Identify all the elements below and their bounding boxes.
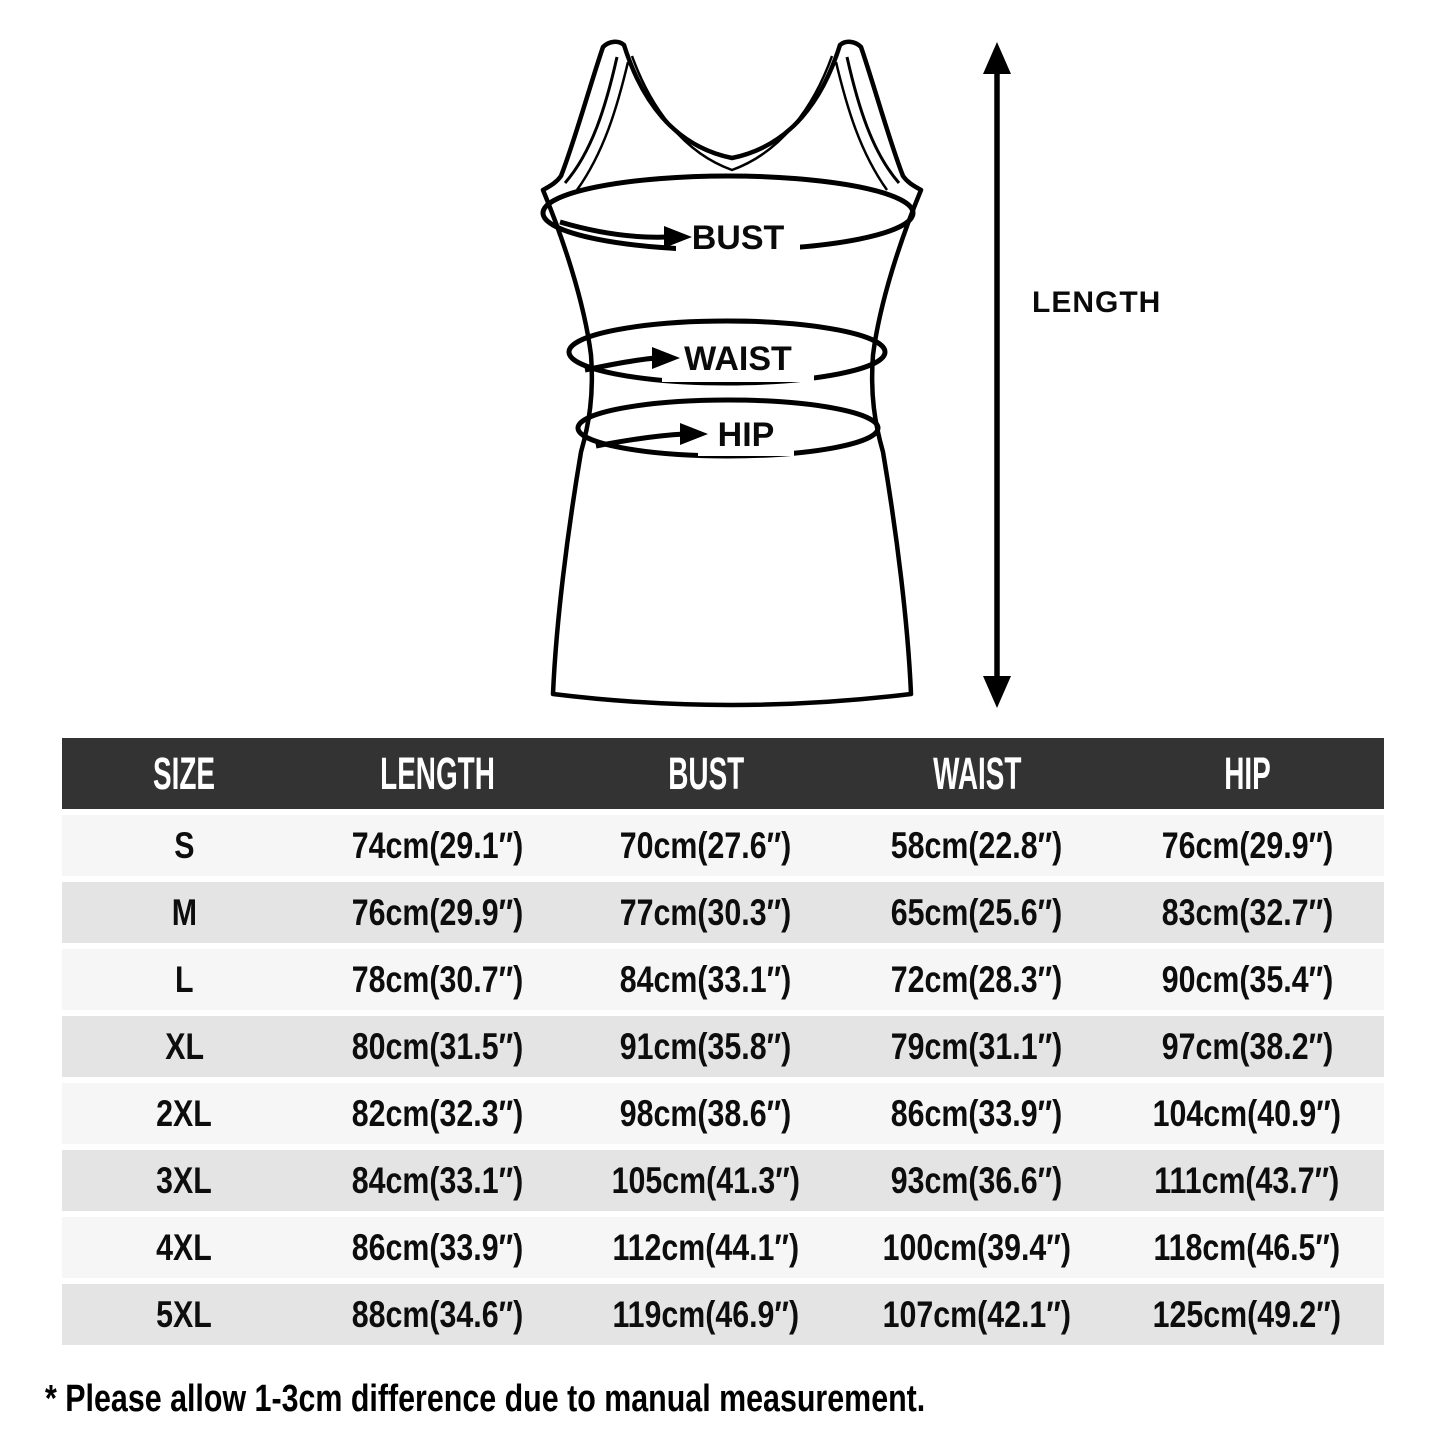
- waist-cell: 100cm(39.4″): [843, 1214, 1111, 1284]
- hip-arrow-line: [595, 431, 685, 449]
- waist-label: WAIST: [684, 340, 792, 378]
- waist-cell: 79cm(31.1″): [843, 1013, 1111, 1083]
- length-cell: 74cm(29.1″): [306, 812, 569, 882]
- bust-cell: 84cm(33.1″): [568, 946, 844, 1016]
- waist-cell: 86cm(33.9″): [843, 1080, 1111, 1150]
- waist-cell: 58cm(22.8″): [843, 812, 1111, 882]
- col-header-bust: BUST: [568, 738, 844, 815]
- length-cell: 88cm(34.6″): [306, 1281, 569, 1351]
- left-armhole-trim: [575, 61, 630, 191]
- garment-measurement-diagram: BUST WAIST HIP LENGTH: [540, 39, 1161, 708]
- hip-cell: 111cm(43.7″): [1110, 1147, 1384, 1217]
- bust-cell: 119cm(46.9″): [568, 1281, 844, 1351]
- size-cell: 5XL: [62, 1281, 307, 1351]
- length-cell: 82cm(32.3″): [306, 1080, 569, 1150]
- bust-cell: 77cm(30.3″): [568, 879, 844, 949]
- col-header-hip: HIP: [1110, 738, 1384, 815]
- col-header-waist: WAIST: [843, 738, 1111, 815]
- hip-cell: 83cm(32.7″): [1110, 879, 1384, 949]
- col-header-size: SIZE: [62, 738, 307, 815]
- bust-cell: 70cm(27.6″): [568, 812, 844, 882]
- hip-label-backdrop: [698, 408, 794, 456]
- bust-cell: 98cm(38.6″): [568, 1080, 844, 1150]
- size-cell: 2XL: [62, 1080, 307, 1150]
- size-cell: M: [62, 879, 307, 949]
- bust-cell: 105cm(41.3″): [568, 1147, 844, 1217]
- size-cell: 4XL: [62, 1214, 307, 1284]
- bust-label: BUST: [692, 219, 785, 257]
- waist-label-backdrop: [662, 330, 814, 382]
- header-row: SIZE LENGTH BUST WAIST HIP: [62, 738, 1384, 815]
- bust-cell: 91cm(35.8″): [568, 1013, 844, 1083]
- hip-cell: 97cm(38.2″): [1110, 1013, 1384, 1083]
- waist-measure-ellipse: [566, 318, 888, 386]
- right-armhole-trim: [834, 61, 889, 191]
- size-cell: XL: [62, 1013, 307, 1083]
- size-chart-table: SIZE LENGTH BUST WAIST HIP S 74cm(29.1″)…: [62, 738, 1384, 1351]
- table-row-s: S 74cm(29.1″) 70cm(27.6″) 58cm(22.8″) 76…: [62, 812, 1384, 882]
- length-cell: 86cm(33.9″): [306, 1214, 569, 1284]
- hip-cell: 118cm(46.5″): [1110, 1214, 1384, 1284]
- waist-cell: 93cm(36.6″): [843, 1147, 1111, 1217]
- table-row-5xl: 5XL 88cm(34.6″) 119cm(46.9″) 107cm(42.1″…: [62, 1281, 1384, 1351]
- hip-cell: 90cm(35.4″): [1110, 946, 1384, 1016]
- right-armhole-line: [845, 56, 901, 184]
- hip-cell: 125cm(49.2″): [1110, 1281, 1384, 1351]
- size-cell: 3XL: [62, 1147, 307, 1217]
- table-row-3xl: 3XL 84cm(33.1″) 105cm(41.3″) 93cm(36.6″)…: [62, 1147, 1384, 1217]
- bust-cell: 112cm(44.1″): [568, 1214, 844, 1284]
- size-cell: L: [62, 946, 307, 1016]
- table-row-2xl: 2XL 82cm(32.3″) 98cm(38.6″) 86cm(33.9″) …: [62, 1080, 1384, 1150]
- length-cell: 80cm(31.5″): [306, 1013, 569, 1083]
- footnote: * Please allow 1-3cm difference due to m…: [45, 1378, 1145, 1421]
- table-row-4xl: 4XL 86cm(33.9″) 112cm(44.1″) 100cm(39.4″…: [62, 1214, 1384, 1284]
- length-cell: 76cm(29.9″): [306, 879, 569, 949]
- waist-cell: 65cm(25.6″): [843, 879, 1111, 949]
- col-header-length: LENGTH: [306, 738, 569, 815]
- table-row-m: M 76cm(29.9″) 77cm(30.3″) 65cm(25.6″) 83…: [62, 879, 1384, 949]
- length-cell: 78cm(30.7″): [306, 946, 569, 1016]
- hip-arrowhead-icon: [680, 423, 708, 445]
- bust-label-backdrop: [676, 206, 800, 260]
- hip-cell: 104cm(40.9″): [1110, 1080, 1384, 1150]
- size-cell: S: [62, 812, 307, 882]
- table-row-xl: XL 80cm(31.5″) 91cm(35.8″) 79cm(31.1″) 9…: [62, 1013, 1384, 1083]
- bust-arrow-line: [559, 219, 669, 240]
- footnote-text: * Please allow 1-3cm difference due to m…: [45, 1378, 926, 1420]
- length-cell: 84cm(33.1″): [306, 1147, 569, 1217]
- hip-label: HIP: [718, 416, 775, 454]
- hip-cell: 76cm(29.9″): [1110, 812, 1384, 882]
- waist-cell: 72cm(28.3″): [843, 946, 1111, 1016]
- neckline-trim-line: [630, 55, 834, 172]
- bust-arrowhead-icon: [664, 226, 692, 248]
- table-row-l: L 78cm(30.7″) 84cm(33.1″) 72cm(28.3″) 90…: [62, 946, 1384, 1016]
- length-label: LENGTH: [1032, 286, 1161, 319]
- left-armhole-line: [563, 56, 619, 184]
- waist-cell: 107cm(42.1″): [843, 1281, 1111, 1351]
- length-arrowhead-up-icon: [983, 42, 1011, 74]
- length-arrowhead-down-icon: [983, 676, 1011, 708]
- waist-arrow-line: [584, 355, 657, 373]
- waist-arrowhead-icon: [652, 347, 680, 369]
